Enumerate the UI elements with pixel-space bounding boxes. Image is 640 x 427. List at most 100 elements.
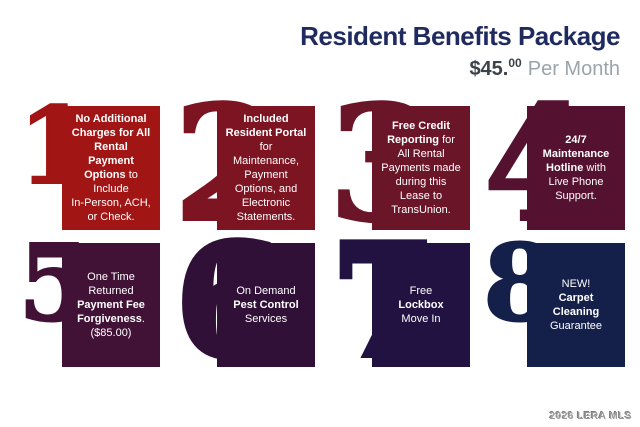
benefit-text: One Time Returned Payment Fee Forgiveness.(…: [77, 270, 145, 340]
benefit-text-line: Options, and: [226, 182, 307, 196]
benefit-text-line: Statements.: [226, 210, 307, 224]
benefit-text-line: ($85.00): [77, 326, 145, 340]
page-title: Resident Benefits Package: [300, 21, 620, 51]
benefit-text-segment: Cleaning: [552, 306, 600, 318]
benefit-text-segment: for: [259, 141, 273, 153]
benefit-text-line: Rental: [71, 140, 150, 154]
benefit-card-5: 5 One Time Returned Payment Fee Forgiveness.…: [17, 229, 160, 368]
benefit-text-segment: Resident Portal: [225, 127, 307, 139]
price-per-month: Per Month: [527, 58, 620, 80]
benefit-text-line: All Rental: [381, 147, 460, 161]
benefit-text-line: Live Phone: [543, 175, 610, 189]
benefit-text-segment: Live Phone: [548, 176, 604, 188]
benefit-text-line: Services: [233, 312, 298, 326]
benefit-box: On Demand Pest Control Services: [217, 243, 315, 367]
benefit-text-line: Included: [226, 112, 307, 126]
benefit-card-2: 2IncludedResident PortalforMaintenance,P…: [172, 83, 315, 245]
benefit-text: Free Lockbox Move In: [398, 284, 443, 326]
benefit-box: No Additional Charges for All Rental Paymen…: [62, 106, 160, 230]
benefit-text-segment: On Demand: [236, 285, 296, 297]
benefit-text-segment: Carpet: [558, 292, 594, 304]
benefit-box: Included Resident Portal for Maintenance, Pa…: [217, 106, 315, 230]
header: Resident Benefits Package $45.00 Per Mont…: [300, 22, 620, 81]
price-line: $45.00 Per Month: [300, 51, 620, 81]
benefit-text-line: Free Credit: [381, 119, 460, 133]
benefit-text-segment: or Check.: [87, 211, 135, 223]
benefit-text: On Demand Pest Control Services: [233, 284, 298, 326]
benefit-card-8: 8 NEW! Carpet Cleaning Guarantee: [482, 229, 625, 368]
benefit-text-line: during this: [381, 175, 460, 189]
benefit-text-segment: Options: [84, 169, 126, 181]
benefit-text-segment: Payment Fee: [77, 299, 145, 311]
benefit-text-line: for: [226, 140, 307, 154]
benefit-text-line: Support.: [543, 189, 610, 203]
benefit-text-line: Charges for All: [71, 126, 150, 140]
benefit-text-line: In-Person, ACH,: [71, 196, 150, 210]
benefit-text-line: Returned: [77, 284, 145, 298]
benefit-text-line: Carpet: [550, 291, 602, 305]
benefit-text: No Additional Charges for All Rental Paymen…: [71, 112, 150, 224]
benefit-text-segment: TransUnion.: [391, 204, 451, 216]
benefit-text-segment: .: [141, 313, 145, 325]
benefit-text-line: Maintenance,: [226, 154, 307, 168]
benefit-text-line: Lockbox: [398, 298, 443, 312]
benefit-text-line: Hotline with: [543, 161, 610, 175]
benefit-box: Free Lockbox Move In: [372, 243, 470, 367]
benefit-text-segment: Forgiveness: [77, 313, 142, 325]
benefit-text-line: Forgiveness.: [77, 312, 145, 326]
benefit-box: 24/7 Maintenance Hotline with Live Phone Sup…: [527, 106, 625, 230]
benefit-text-segment: Pest Control: [233, 299, 299, 311]
benefit-text-segment: Free: [409, 285, 433, 297]
benefit-text-line: Payment: [226, 168, 307, 182]
benefit-text-line: Resident Portal: [226, 126, 307, 140]
benefit-text-segment: Guarantee: [550, 320, 602, 332]
benefit-text-segment: Rental: [94, 141, 128, 153]
benefit-text-segment: Maintenance: [542, 148, 610, 160]
benefit-text-line: Electronic: [226, 196, 307, 210]
benefit-text-segment: Services: [244, 313, 288, 325]
benefit-text-segment: Included: [243, 113, 289, 125]
benefit-text-segment: 24/7: [565, 134, 587, 146]
benefit-text-segment: Hotline: [546, 162, 584, 174]
benefit-text: Free Credit Reporting for All Rental Paymen…: [381, 119, 460, 217]
benefit-text-segment: Statements.: [236, 211, 296, 223]
benefit-text-segment: All Rental: [397, 148, 445, 160]
price-dollars: $45.: [469, 58, 509, 80]
benefit-text-line: On Demand: [233, 284, 298, 298]
benefit-text-segment: No Additional: [75, 113, 147, 125]
benefit-text-line: NEW!: [550, 277, 602, 291]
benefit-text: Included Resident Portal for Maintenance, Pa…: [226, 112, 307, 224]
benefit-text-segment: Maintenance,: [232, 155, 300, 167]
benefit-text-segment: Payment: [88, 155, 134, 167]
benefit-text-line: Payments made: [381, 161, 460, 175]
benefit-text-line: Move In: [398, 312, 443, 326]
benefit-text-line: Guarantee: [550, 319, 602, 333]
benefit-text-line: Lease to: [381, 189, 460, 203]
benefit-text-line: No Additional: [71, 112, 150, 126]
benefit-text-line: 24/7: [543, 133, 610, 147]
benefit-text-segment: ($85.00): [90, 327, 132, 339]
benefit-text-line: TransUnion.: [381, 203, 460, 217]
benefit-text-line: or Check.: [71, 210, 150, 224]
benefit-text-line: Cleaning: [550, 305, 602, 319]
benefit-text-segment: Lockbox: [398, 299, 444, 311]
benefit-text-segment: with: [583, 162, 606, 174]
benefit-text: 24/7 Maintenance Hotline with Live Phone Sup…: [543, 133, 610, 203]
benefit-text-line: Options to: [71, 168, 150, 182]
benefit-box: One Time Returned Payment Fee Forgiveness.(…: [62, 243, 160, 367]
benefit-text-segment: Charges for All: [71, 127, 151, 139]
mls-watermark: 2026 LERA MLS: [549, 411, 632, 422]
benefit-card-1: 1 No Additional Charges for All Rental Payme…: [17, 92, 160, 231]
benefit-text-line: Include: [71, 182, 150, 196]
benefit-text-line: Free: [398, 284, 443, 298]
benefit-box: NEW! Carpet Cleaning Guarantee: [527, 243, 625, 367]
benefit-text-segment: Electronic: [241, 197, 291, 209]
benefit-text: NEW! Carpet Cleaning Guarantee: [550, 277, 602, 333]
benefit-text-segment: Payments made: [381, 162, 461, 174]
benefit-text-segment: Reporting: [387, 134, 440, 146]
benefit-box: Free Credit Reporting for All Rental Paymen…: [372, 106, 470, 230]
benefit-text-segment: Lease to: [399, 190, 443, 202]
